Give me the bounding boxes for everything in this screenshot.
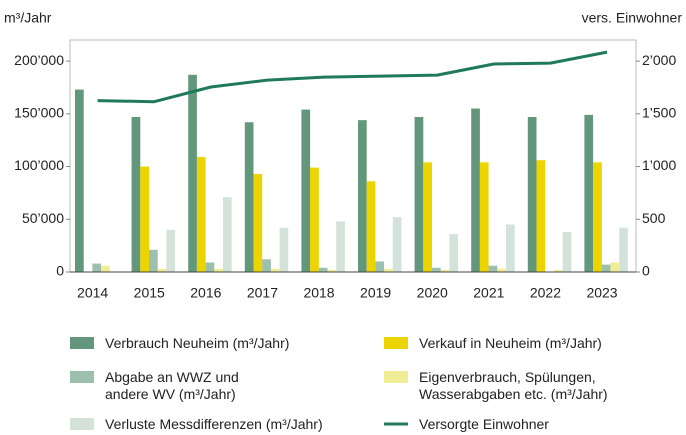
bar: [223, 197, 232, 272]
x-tick-label: 2023: [586, 285, 617, 301]
y2-tick-label: 500: [642, 210, 666, 226]
x-tick-label: 2018: [303, 285, 334, 301]
bar: [166, 229, 176, 272]
bar: [601, 264, 611, 272]
y-tick-label: 100’000: [14, 157, 64, 173]
bar: [149, 249, 158, 272]
bar: [214, 268, 223, 272]
y2-tick-label: 1’000: [642, 157, 676, 173]
y-tick-label: 150’000: [14, 105, 64, 121]
bar: [336, 221, 345, 272]
bar: [131, 116, 141, 273]
legend-swatch: [70, 337, 94, 349]
bar: [310, 167, 319, 272]
legend-label: Verbrauch Neuheim (m³/Jahr): [105, 335, 290, 351]
bar: [75, 89, 84, 273]
bar: [384, 268, 393, 272]
legend-box: [70, 371, 94, 383]
x-tick-label: 2016: [190, 285, 221, 301]
bar: [506, 224, 515, 272]
legend-label: Abgabe an WWZ und andere WV (m³/Jahr): [105, 369, 239, 402]
legend-label: Verkauf in Neuheim (m³/Jahr): [419, 335, 602, 351]
bar: [479, 162, 489, 272]
bar: [140, 166, 149, 272]
bar: [423, 162, 432, 272]
legend-box: [70, 337, 94, 349]
bar: [610, 262, 620, 272]
bar: [562, 231, 572, 272]
bar: [101, 265, 110, 272]
x-tick-label: 2019: [360, 285, 391, 301]
bar: [375, 261, 385, 272]
bar: [488, 265, 498, 272]
bar: [392, 217, 402, 272]
bar: [536, 160, 546, 272]
bar: [497, 268, 506, 272]
bar: [471, 108, 480, 272]
legend-label: Versorgte Einwohner: [419, 416, 549, 432]
x-tick-label: 2015: [134, 285, 165, 301]
legend-box: [70, 418, 94, 430]
legend-swatch: [70, 418, 94, 430]
legend-swatch: [384, 337, 408, 349]
y2-tick-label: 2’000: [642, 52, 676, 68]
x-tick-label: 2021: [473, 285, 504, 301]
y-axis-label: m³/Jahr: [4, 10, 52, 26]
x-tick-label: 2014: [77, 285, 108, 301]
x-tick-label: 2022: [530, 285, 561, 301]
bar: [440, 269, 450, 272]
y2-tick-label: 0: [642, 263, 650, 279]
bar: [205, 262, 215, 272]
bar: [327, 269, 337, 272]
bar: [553, 269, 563, 272]
legend-swatch: [70, 371, 94, 383]
x-tick-label: 2017: [247, 285, 278, 301]
y-tick-label: 50’000: [22, 210, 64, 226]
bar: [188, 74, 197, 272]
bar: [92, 263, 102, 272]
x-tick-label: 2020: [417, 285, 448, 301]
bar: [619, 227, 628, 272]
bar: [253, 173, 263, 272]
bar: [270, 268, 280, 272]
bar: [301, 109, 311, 272]
y2-axis-label: vers. Einwohner: [582, 10, 683, 26]
legend-box: [384, 371, 408, 383]
bar: [584, 114, 594, 272]
bar: [593, 162, 602, 272]
bar: [196, 157, 206, 272]
legend-box: [384, 337, 408, 349]
legend-swatch: [384, 422, 408, 426]
bar: [414, 116, 424, 273]
bar: [318, 267, 328, 272]
y-tick-label: 0: [56, 263, 64, 279]
bar: [449, 234, 459, 272]
plot-frame: [69, 39, 637, 273]
y-tick-label: 200’000: [14, 52, 64, 68]
bar: [262, 259, 271, 272]
line: [97, 50, 608, 104]
bar: [527, 116, 537, 273]
bar: [358, 120, 367, 273]
legend-label: Eigenverbrauch, Spülungen, Wasserabgaben…: [419, 369, 608, 402]
bar: [244, 122, 254, 272]
legend-label: Verluste Messdifferenzen (m³/Jahr): [105, 416, 323, 432]
bar: [432, 267, 441, 272]
bar: [279, 227, 289, 272]
bar: [157, 268, 167, 272]
bar: [366, 181, 376, 272]
chart: m³/Jahr vers. Einwohner 0 50’000 100’000 15…: [4, 10, 683, 301]
legend-swatch: [384, 371, 408, 383]
y2-tick-label: 1’500: [642, 105, 676, 121]
